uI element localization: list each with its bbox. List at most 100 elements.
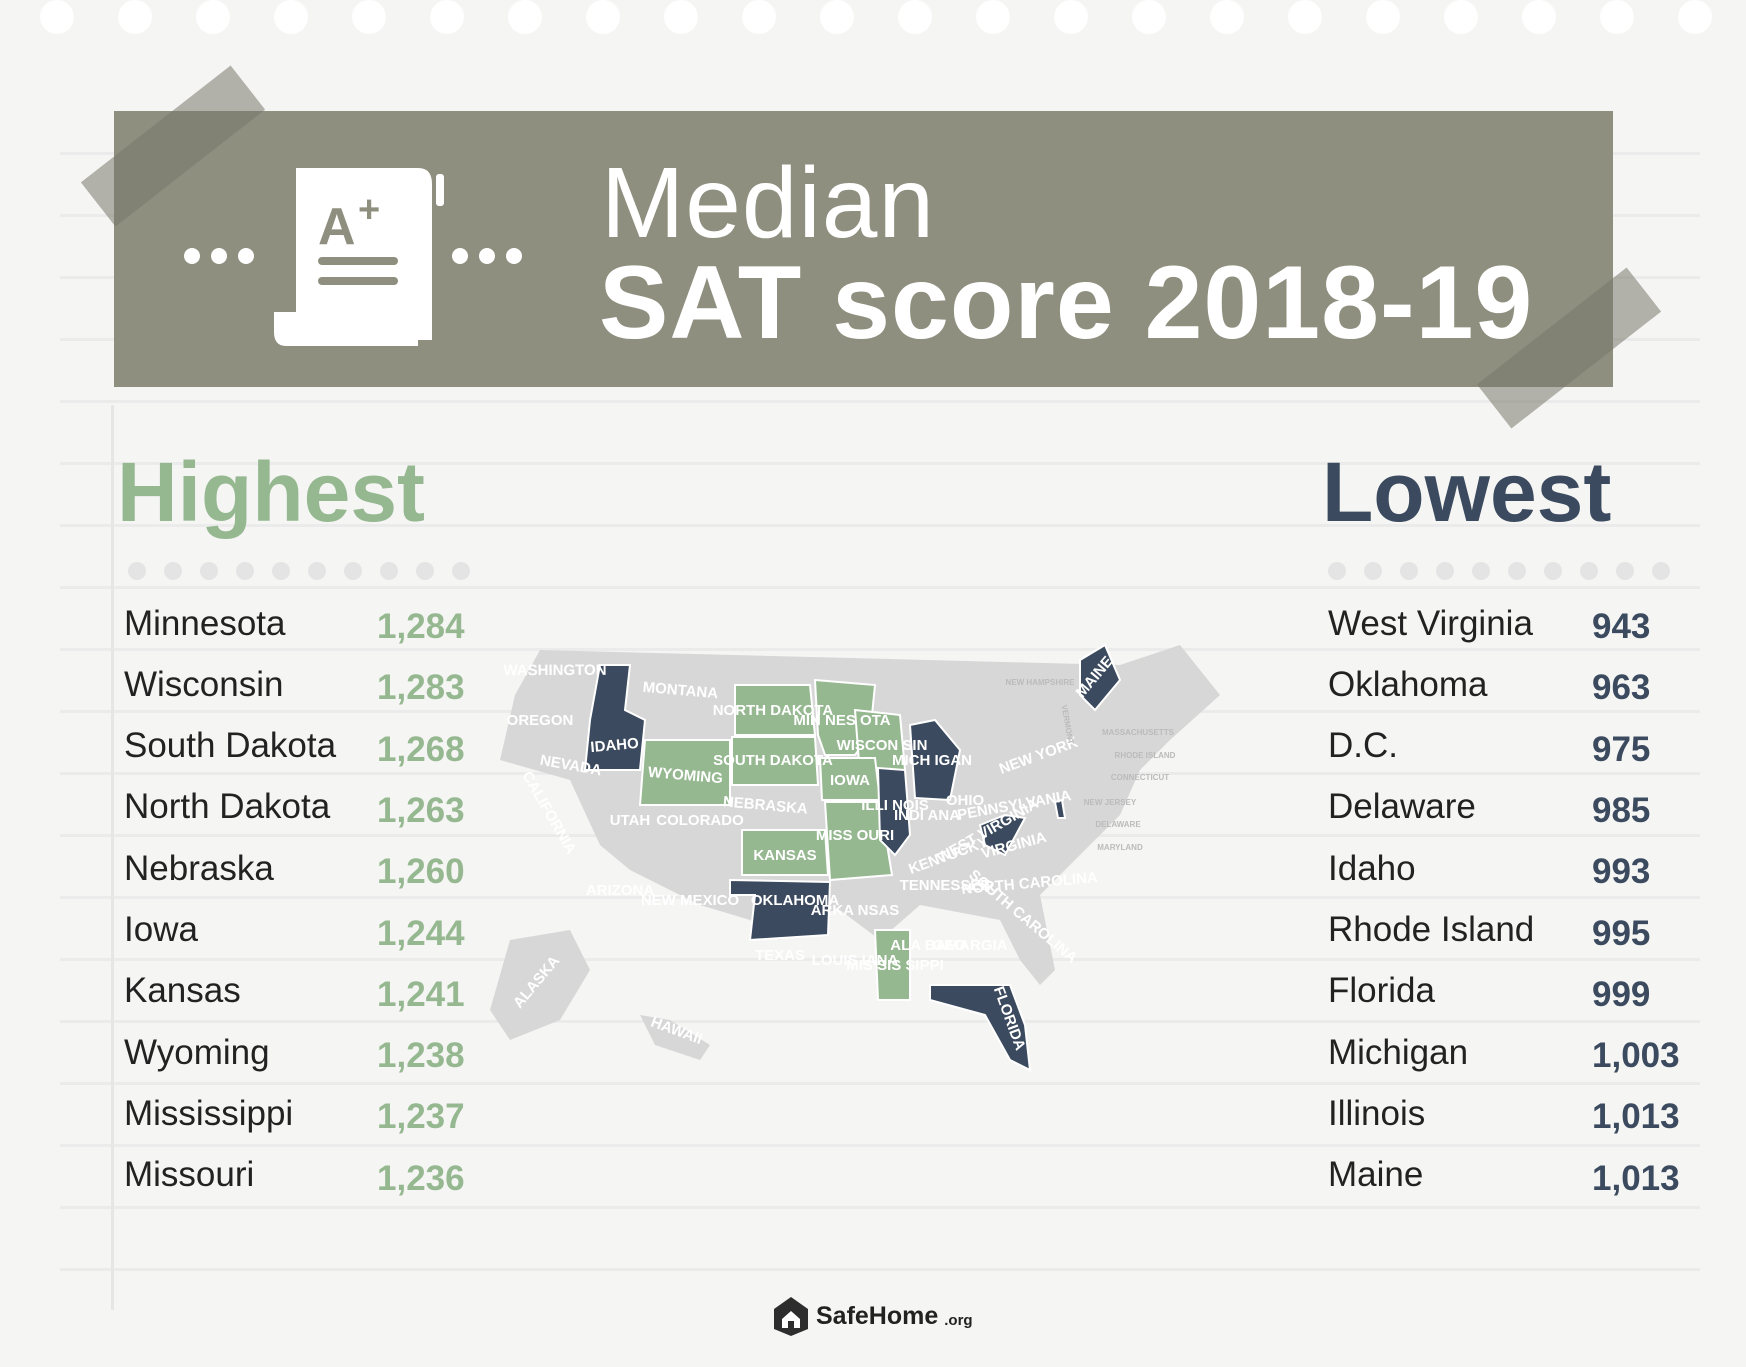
separator-dot [272, 562, 290, 580]
table-row: Nebraska 1,260 [124, 838, 465, 899]
binder-hole [352, 0, 386, 34]
map-label: ALA BAMA [890, 937, 970, 954]
table-row: Iowa 1,244 [124, 900, 465, 961]
map-label: MIN NES OTA [793, 712, 890, 729]
state-name: Missouri [124, 1155, 255, 1195]
ruled-line [60, 1206, 1700, 1209]
separator-dot [308, 562, 326, 580]
separator-dot [1544, 562, 1562, 580]
sat-score-value: 1,260 [377, 852, 465, 892]
map-state-kansas [741, 829, 830, 876]
state-name: Rhode Island [1328, 910, 1535, 949]
sat-score-value: 1,268 [377, 729, 465, 769]
sat-score-value: 1,284 [377, 607, 465, 646]
map-label: CONNECTICUT [1111, 773, 1169, 782]
map-label: WASHINGTON [503, 662, 606, 679]
sat-score-value: 1,237 [377, 1097, 465, 1137]
ruled-line [60, 1020, 1700, 1023]
separator-dot [1328, 562, 1346, 580]
banner-dots-left [184, 248, 254, 264]
state-name: Idaho [1328, 848, 1416, 888]
sat-score-value: 995 [1592, 913, 1651, 953]
table-row: Oklahoma 963 [1328, 654, 1651, 715]
binder-hole [274, 0, 308, 34]
footer-logo[interactable]: SafeHome .org [772, 1295, 973, 1337]
state-name: Oklahoma [1328, 664, 1488, 704]
map-label: MICH IGAN [892, 752, 972, 769]
separator-dot [1508, 562, 1526, 580]
map-state-maine [1079, 643, 1122, 712]
ruled-line [60, 648, 1700, 651]
separator-dot [1400, 562, 1418, 580]
binder-hole [196, 0, 230, 34]
svg-text:A: A [318, 198, 356, 256]
footer-brand: SafeHome [816, 1301, 939, 1330]
sat-score-value: 1,013 [1592, 1158, 1680, 1198]
separator-dot [344, 562, 362, 580]
binder-hole [508, 0, 542, 34]
map-label: MIS SIS SIPPI [846, 957, 944, 974]
separator-dot [1616, 562, 1634, 580]
map-label: GEO RGIA [932, 937, 1007, 954]
separator-dot [1364, 562, 1382, 580]
map-hawaii [640, 1015, 710, 1060]
state-name: West Virginia [1328, 603, 1533, 643]
state-name: Maine [1328, 1155, 1424, 1195]
ruled-line [60, 1082, 1700, 1085]
table-row: Wisconsin 1,283 [124, 654, 465, 715]
map-label: ARIZONA [586, 882, 654, 899]
map-label: COLORADO [656, 812, 744, 829]
state-name: Wyoming [124, 1032, 270, 1072]
map-label: UTAH [610, 812, 651, 829]
map-label: OHIO [946, 792, 985, 809]
table-row: Wyoming 1,238 [124, 1022, 465, 1083]
binder-hole [1366, 0, 1400, 34]
binder-hole [1288, 0, 1322, 34]
map-label: INDI ANA [894, 807, 960, 824]
map-label: ILLI NOIS [861, 797, 929, 814]
separator-dot [200, 562, 218, 580]
title-median: Median [601, 147, 935, 259]
table-row: Illinois 1,013 [1328, 1083, 1680, 1144]
state-name: North Dakota [124, 787, 331, 827]
map-state-missouri [823, 801, 894, 882]
ruled-line [60, 1144, 1700, 1147]
binder-hole [430, 0, 464, 34]
title-main: SAT score 2018-19 [599, 245, 1534, 361]
separator-dot [1652, 562, 1670, 580]
state-name: Michigan [1328, 1032, 1469, 1072]
table-row: Maine 1,013 [1328, 1145, 1680, 1206]
state-name: Iowa [124, 910, 198, 949]
binder-hole [1678, 0, 1712, 34]
map-state-florida [929, 984, 1032, 1072]
map-label: LOUIS IANA [812, 952, 899, 969]
sat-score-value: 943 [1592, 607, 1651, 646]
separator-dot [164, 562, 182, 580]
binder-hole [1054, 0, 1088, 34]
map-label: DELAWARE [1095, 820, 1141, 829]
map-label: IOWA [830, 772, 870, 789]
table-row: Florida 999 [1328, 961, 1651, 1022]
map-label: CALIFORNIA [518, 768, 579, 857]
ruled-line [60, 462, 1700, 465]
sat-score-value: 999 [1592, 974, 1651, 1014]
sat-score-value: 963 [1592, 668, 1651, 708]
binder-holes [0, 0, 1746, 50]
heading-highest: Highest [117, 445, 426, 539]
banner-dots-right [452, 248, 522, 264]
map-state-north-dakota [734, 684, 817, 736]
map-alaska [490, 930, 590, 1040]
heading-lowest: Lowest [1322, 445, 1612, 539]
state-name: Mississippi [124, 1093, 294, 1133]
map-label: WISCON SIN [837, 737, 928, 754]
separator-dot [1472, 562, 1490, 580]
sat-score-value: 1,003 [1592, 1036, 1680, 1076]
state-name: D.C. [1328, 726, 1398, 766]
sat-score-value: 1,263 [377, 790, 465, 830]
table-row: D.C. 975 [1328, 716, 1650, 777]
us-map: WASHINGTON OREGON CALIFORNIA NEVADA IDAHO MON… [480, 640, 1270, 1080]
binder-hole [1210, 0, 1244, 34]
binder-hole [976, 0, 1010, 34]
separator-dot [1580, 562, 1598, 580]
table-row: Michigan 1,003 [1328, 1022, 1680, 1083]
